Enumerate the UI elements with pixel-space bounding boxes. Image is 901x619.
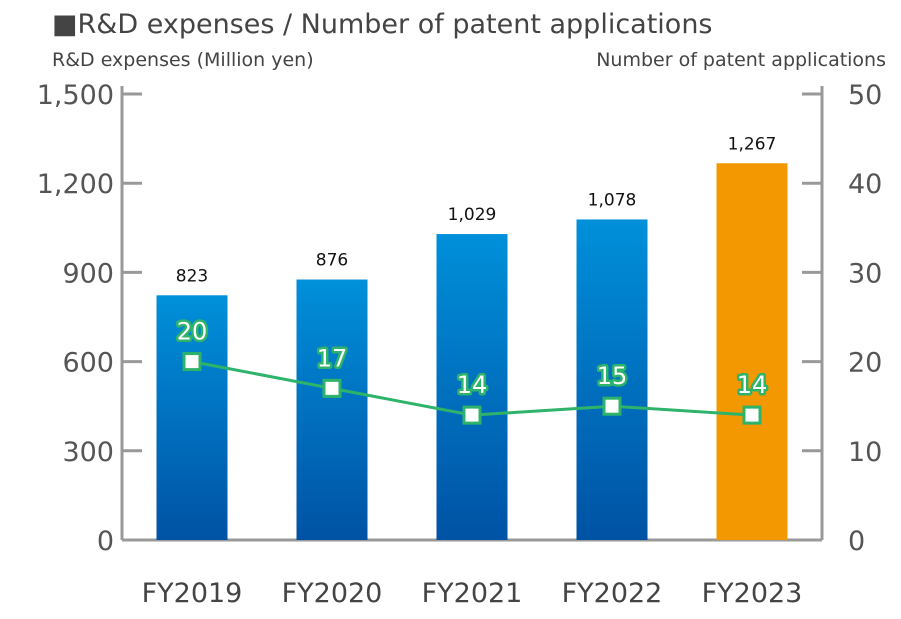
line-marker bbox=[322, 378, 342, 398]
category-label: FY2022 bbox=[562, 578, 663, 609]
line-marker bbox=[602, 396, 622, 416]
bar bbox=[716, 163, 788, 540]
right-tick-label: 0 bbox=[848, 526, 865, 557]
line-data-label: 14 bbox=[737, 371, 768, 399]
left-tick-label: 1,200 bbox=[37, 169, 114, 200]
category-label: FY2021 bbox=[422, 578, 523, 609]
bar-data-label: 1,029 bbox=[448, 205, 497, 225]
right-tick-label: 50 bbox=[848, 80, 882, 111]
left-tick-label: 900 bbox=[62, 258, 114, 289]
bar bbox=[576, 219, 648, 540]
line-data-label: 20 bbox=[177, 318, 208, 346]
bar-data-label: 1,078 bbox=[588, 190, 637, 210]
chart-title: ■R&D expenses / Number of patent applica… bbox=[52, 9, 713, 40]
bar-data-label: 876 bbox=[316, 251, 348, 271]
line-marker bbox=[742, 405, 762, 425]
left-tick-label: 300 bbox=[62, 437, 114, 468]
category-label: FY2020 bbox=[282, 578, 383, 609]
category-label: FY2023 bbox=[702, 578, 803, 609]
right-tick-label: 40 bbox=[848, 169, 882, 200]
left-tick-label: 600 bbox=[62, 348, 114, 379]
bar bbox=[436, 234, 508, 540]
line-data-label: 15 bbox=[597, 362, 628, 390]
line-data-label: 17 bbox=[317, 344, 348, 372]
right-tick-label: 20 bbox=[848, 348, 882, 379]
line-marker bbox=[462, 405, 482, 425]
bar-data-label: 1,267 bbox=[728, 134, 777, 154]
right-axis-label: Number of patent applications bbox=[596, 49, 886, 71]
line-data-label: 14 bbox=[457, 371, 488, 399]
right-tick-label: 10 bbox=[848, 437, 882, 468]
bar bbox=[156, 295, 228, 540]
left-tick-label: 0 bbox=[97, 526, 114, 557]
line-marker bbox=[182, 352, 202, 372]
category-label: FY2019 bbox=[142, 578, 243, 609]
right-tick-label: 30 bbox=[848, 258, 882, 289]
bar bbox=[296, 279, 368, 540]
left-tick-label: 1,500 bbox=[37, 80, 114, 111]
left-axis-label: R&D expenses (Million yen) bbox=[52, 49, 314, 71]
bar-data-label: 823 bbox=[176, 266, 208, 286]
